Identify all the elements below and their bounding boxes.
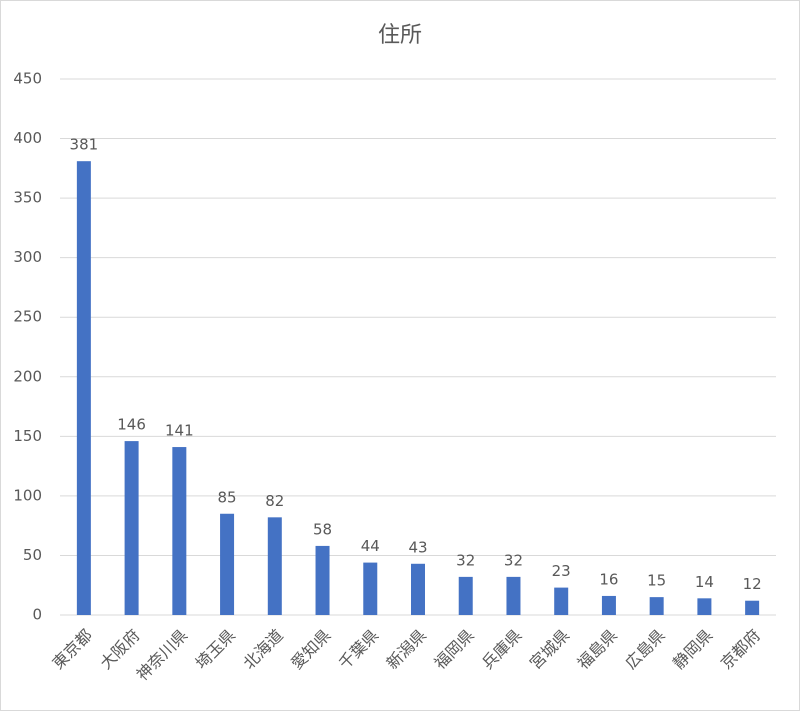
bar — [76, 161, 91, 616]
bar — [745, 600, 760, 615]
bar — [363, 562, 378, 615]
y-tick-label: 250 — [13, 308, 42, 326]
value-label: 14 — [695, 573, 714, 591]
value-label: 23 — [552, 562, 571, 580]
value-label: 16 — [599, 570, 618, 588]
value-label: 146 — [117, 416, 146, 434]
value-label: 141 — [165, 422, 194, 440]
value-label: 12 — [743, 575, 762, 593]
value-label: 43 — [408, 538, 427, 556]
y-tick-label: 400 — [13, 129, 42, 147]
value-label: 85 — [218, 488, 237, 506]
value-label: 32 — [456, 551, 475, 569]
bar — [315, 545, 330, 615]
y-tick-label: 200 — [13, 367, 42, 385]
bar — [411, 563, 425, 615]
value-label: 82 — [265, 492, 284, 510]
value-label: 15 — [647, 572, 666, 590]
value-label: 381 — [70, 136, 99, 154]
bar — [124, 441, 139, 615]
bar — [554, 587, 569, 615]
bar — [601, 595, 616, 615]
y-tick-label: 450 — [13, 70, 42, 88]
y-tick-label: 50 — [23, 546, 42, 564]
bar — [649, 597, 664, 615]
bar — [506, 576, 521, 615]
y-tick-label: 100 — [13, 486, 42, 504]
bar — [697, 598, 712, 615]
value-label: 58 — [313, 520, 332, 538]
bar — [267, 517, 282, 615]
y-tick-label: 0 — [32, 606, 42, 624]
y-tick-label: 300 — [13, 248, 42, 266]
chart-title: 住所 — [378, 23, 422, 48]
bar — [220, 513, 235, 615]
value-label: 32 — [504, 551, 523, 569]
bar — [458, 576, 473, 615]
bar — [172, 447, 187, 615]
y-tick-label: 150 — [13, 427, 42, 445]
y-tick-label: 350 — [13, 189, 42, 207]
value-label: 44 — [361, 537, 380, 555]
